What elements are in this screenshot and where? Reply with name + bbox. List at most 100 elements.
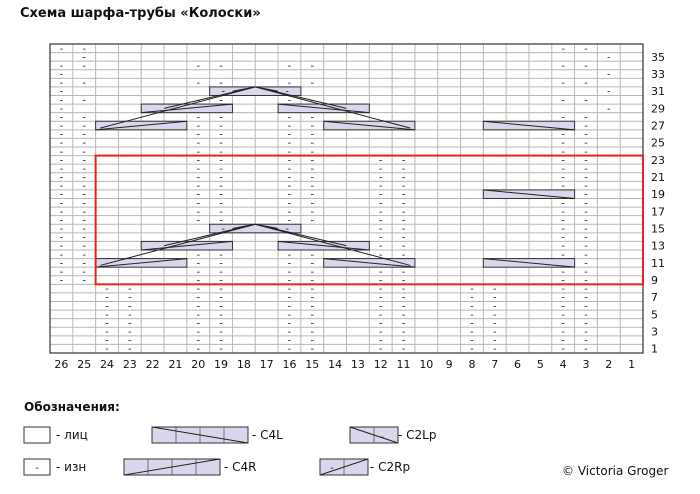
column-label: 1 — [628, 358, 635, 371]
purl-symbol: - — [219, 121, 223, 132]
purl-symbol: - — [60, 173, 64, 184]
purl-symbol: - — [402, 327, 406, 338]
purl-symbol: - — [561, 241, 565, 252]
purl-symbol: - — [196, 112, 200, 123]
purl-symbol: - — [82, 173, 86, 184]
purl-symbol: - — [60, 198, 64, 209]
purl-symbol: - — [561, 44, 565, 55]
purl-symbol: - — [584, 130, 588, 141]
purl-symbol: - — [561, 233, 565, 244]
purl-symbol: - — [288, 112, 292, 123]
purl-symbol: - — [584, 61, 588, 72]
purl-symbol: - — [196, 215, 200, 226]
legend-c4r-label: - C4R — [224, 460, 257, 474]
purl-symbol: - — [196, 164, 200, 175]
purl-symbol: - — [128, 301, 132, 312]
purl-symbol: - — [105, 327, 109, 338]
purl-symbol: - — [470, 301, 474, 312]
purl-symbol: - — [196, 327, 200, 338]
column-label: 20 — [191, 358, 205, 371]
purl-symbol: - — [402, 198, 406, 209]
purl-symbol: - — [219, 327, 223, 338]
purl-symbol: - — [60, 215, 64, 226]
purl-symbol: - — [288, 181, 292, 192]
row-label: 23 — [651, 154, 665, 167]
purl-symbol: - — [561, 267, 565, 278]
legend-knit-label: - лиц — [56, 428, 88, 442]
purl-symbol: - — [288, 207, 292, 218]
column-label: 4 — [560, 358, 567, 371]
purl-symbol: - — [470, 344, 474, 355]
purl-symbol: - — [219, 173, 223, 184]
purl-symbol: - — [288, 173, 292, 184]
purl-symbol: - — [288, 318, 292, 329]
purl-symbol: - — [379, 301, 383, 312]
purl-symbol: - — [310, 207, 314, 218]
purl-symbol: - — [584, 44, 588, 55]
purl-symbol: - — [128, 310, 132, 321]
purl-symbol: - — [584, 190, 588, 201]
column-label: 26 — [54, 358, 68, 371]
purl-symbol: - — [60, 155, 64, 166]
column-label: 5 — [537, 358, 544, 371]
column-label: 22 — [146, 358, 160, 371]
cable-diagonal — [319, 458, 369, 476]
purl-symbol: - — [561, 207, 565, 218]
purl-symbol: - — [561, 181, 565, 192]
purl-symbol: - — [379, 155, 383, 166]
purl-symbol: - — [82, 155, 86, 166]
purl-symbol: - — [561, 293, 565, 304]
purl-symbol: - — [584, 327, 588, 338]
purl-symbol: - — [310, 310, 314, 321]
purl-symbol: - — [219, 130, 223, 141]
purl-symbol: - — [402, 310, 406, 321]
purl-symbol: - — [219, 207, 223, 218]
legend-purl-symbol — [23, 458, 51, 476]
purl-symbol: - — [402, 207, 406, 218]
column-label: 6 — [514, 358, 521, 371]
purl-symbol: - — [379, 250, 383, 261]
purl-symbol: - — [310, 267, 314, 278]
purl-symbol: - — [379, 241, 383, 252]
row-label: 27 — [651, 120, 665, 133]
purl-symbol: - — [493, 284, 497, 295]
purl-symbol: - — [196, 207, 200, 218]
purl-symbol: - — [379, 164, 383, 175]
purl-symbol: - — [379, 190, 383, 201]
purl-symbol: - — [82, 190, 86, 201]
purl-symbol: - — [105, 284, 109, 295]
purl-symbol: - — [584, 121, 588, 132]
purl-symbol: - — [82, 121, 86, 132]
row-label: 13 — [651, 240, 665, 253]
cable-diagonal — [323, 258, 415, 268]
copyright: © Victoria Groger — [562, 464, 669, 478]
purl-symbol: - — [196, 293, 200, 304]
purl-symbol: - — [584, 241, 588, 252]
purl-symbol: - — [584, 276, 588, 287]
purl-symbol: - — [310, 250, 314, 261]
purl-symbol: - — [60, 190, 64, 201]
row-label: 25 — [651, 137, 665, 150]
purl-symbol: - — [561, 310, 565, 321]
column-label: 25 — [77, 358, 91, 371]
purl-symbol: - — [561, 336, 565, 347]
purl-symbol: - — [379, 233, 383, 244]
column-label: 15 — [305, 358, 319, 371]
purl-symbol: - — [561, 147, 565, 158]
cable-diagonal — [483, 120, 575, 131]
purl-symbol: - — [380, 432, 384, 443]
purl-symbol: - — [196, 336, 200, 347]
purl-symbol: - — [310, 344, 314, 355]
purl-symbol: - — [105, 318, 109, 329]
purl-symbol: - — [310, 181, 314, 192]
purl-symbol: - — [379, 293, 383, 304]
cable-diagonal — [95, 258, 187, 268]
purl-symbol: - — [60, 207, 64, 218]
purl-symbol: - — [60, 164, 64, 175]
cable-diagonal — [141, 240, 233, 251]
purl-symbol: - — [219, 284, 223, 295]
purl-symbol: - — [288, 121, 292, 132]
purl-symbol: - — [288, 198, 292, 209]
purl-symbol: - — [584, 207, 588, 218]
